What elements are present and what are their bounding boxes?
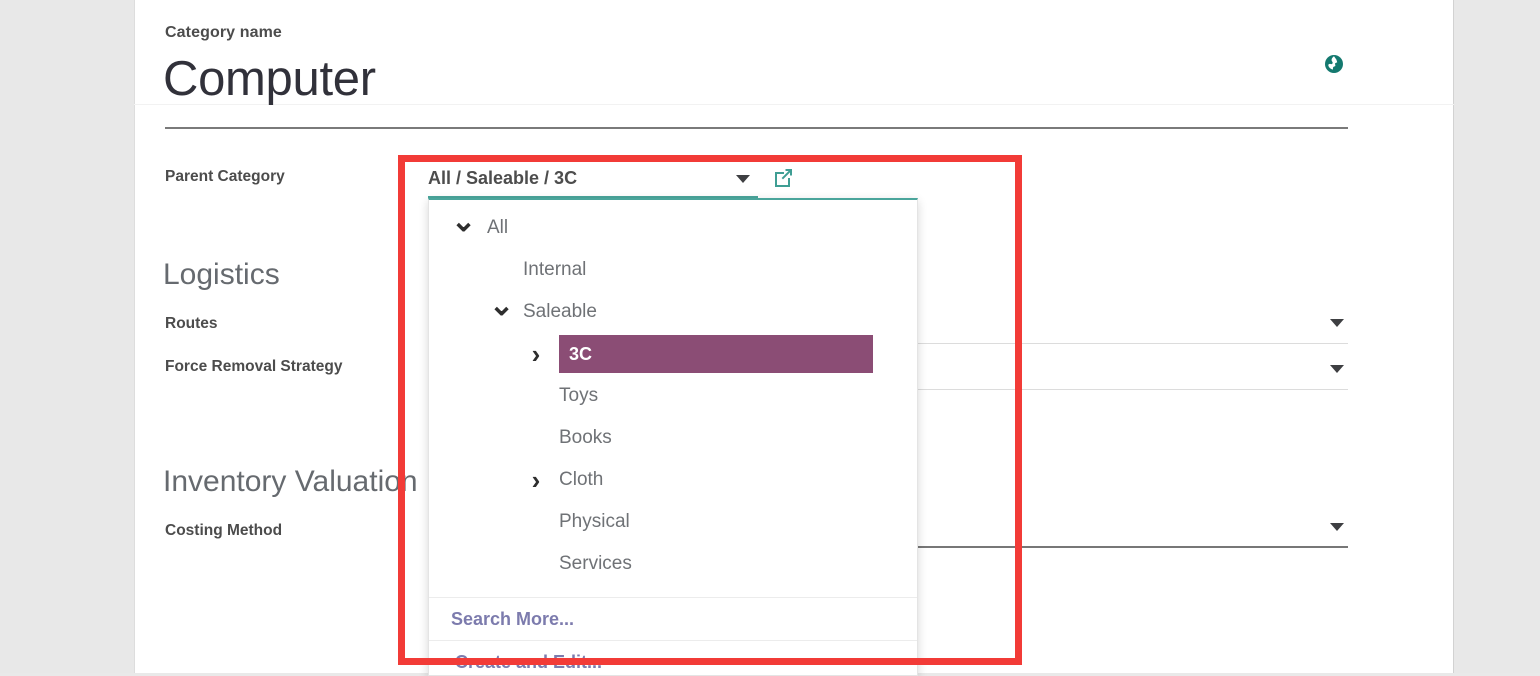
dropdown-item-label: Toys (559, 385, 599, 406)
chevron-right-icon[interactable]: › (531, 465, 541, 495)
search-more-option[interactable]: Search More... (429, 597, 917, 640)
category-name-input[interactable]: Computer (163, 52, 376, 106)
chevron-down-icon (1330, 523, 1344, 531)
parent-category-label: Parent Category (165, 168, 285, 185)
dropdown-item[interactable]: Books (429, 417, 917, 459)
chevron-down-icon[interactable]: ⌄ (489, 289, 515, 322)
chevron-down-icon (1330, 319, 1344, 327)
category-name-label: Category name (165, 24, 282, 41)
dropdown-item[interactable]: Toys (429, 375, 917, 417)
dropdown-item[interactable]: ⌄ All (429, 207, 917, 249)
dropdown-item[interactable]: Internal (429, 249, 917, 291)
inventory-valuation-group-title: Inventory Valuation (163, 465, 418, 498)
dropdown-item-label: Cloth (559, 469, 604, 490)
logistics-group-title: Logistics (163, 258, 280, 291)
dropdown-item-label: Books (559, 427, 612, 448)
dropdown-item-label: Services (559, 553, 632, 574)
category-name-underline (165, 127, 1348, 129)
dropdown-item[interactable]: › 3C (429, 333, 917, 375)
chevron-right-icon[interactable]: › (531, 339, 541, 369)
dropdown-item-list: ⌄ All Internal ⌄ Saleable › 3C Toys Books › Cloth P… (429, 200, 917, 585)
dropdown-item-label: All (487, 217, 509, 238)
parent-category-combobox[interactable]: All / Saleable / 3C (428, 166, 758, 198)
force-removal-strategy-label: Force Removal Strategy (165, 358, 343, 375)
parent-category-underline (428, 196, 758, 198)
parent-category-input[interactable]: All / Saleable / 3C (428, 168, 578, 188)
dropdown-item[interactable]: Physical (429, 501, 917, 543)
dropdown-item[interactable]: › Cloth (429, 459, 917, 501)
chevron-down-icon[interactable]: ⌄ (451, 205, 477, 238)
create-and-edit-option[interactable]: Create and Edit... (429, 640, 917, 675)
sheet-divider (134, 104, 1454, 105)
parent-category-dropdown[interactable]: ⌄ All Internal ⌄ Saleable › 3C Toys Books › Cloth P… (428, 198, 918, 676)
dropdown-item-label: 3C (559, 335, 873, 373)
routes-label: Routes (165, 315, 218, 332)
dropdown-item[interactable]: Services (429, 543, 917, 585)
chevron-down-icon (1330, 365, 1344, 373)
costing-method-label: Costing Method (165, 522, 283, 539)
external-link-icon[interactable] (772, 166, 794, 188)
dropdown-item-label: Physical (559, 511, 630, 532)
globe-icon[interactable] (1324, 54, 1344, 74)
chevron-down-icon[interactable] (736, 175, 750, 183)
dropdown-item-label: Saleable (523, 301, 597, 322)
dropdown-item-label: Internal (523, 259, 587, 280)
dropdown-item[interactable]: ⌄ Saleable (429, 291, 917, 333)
